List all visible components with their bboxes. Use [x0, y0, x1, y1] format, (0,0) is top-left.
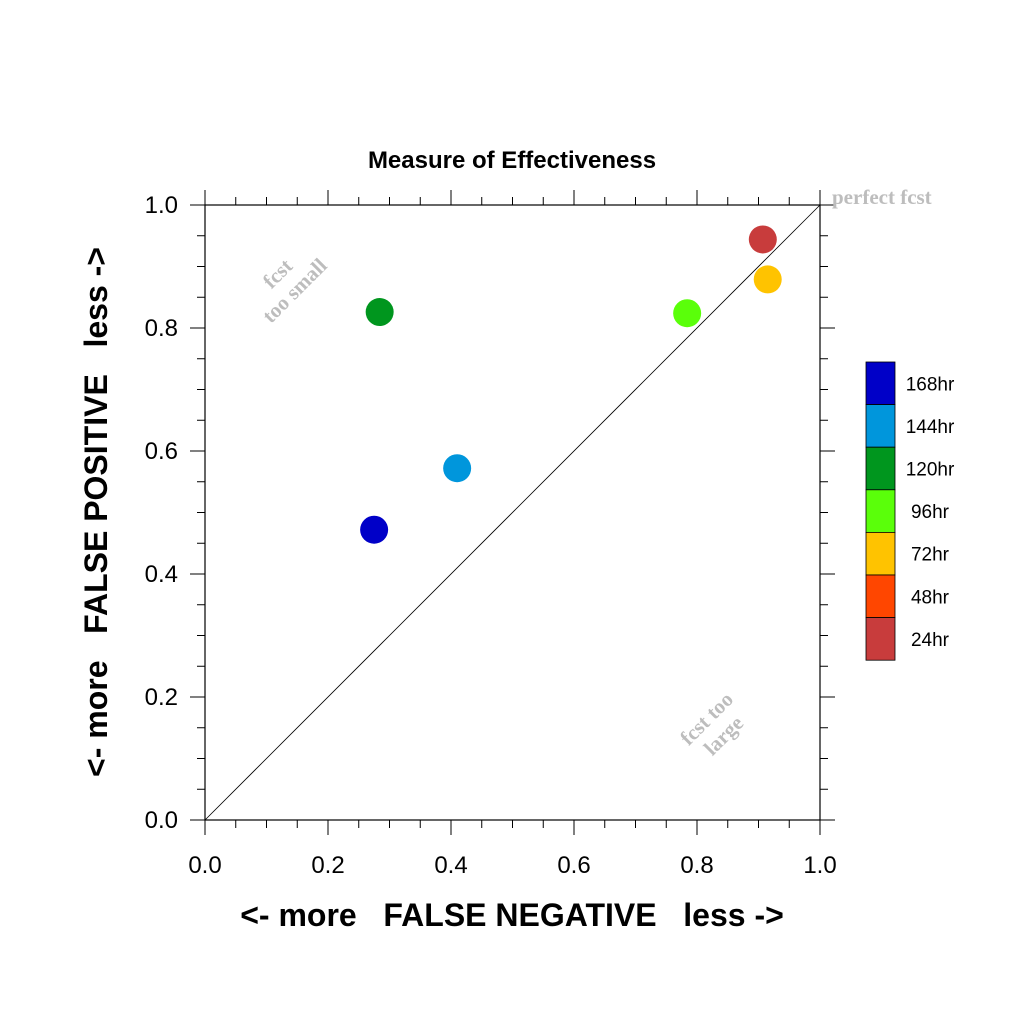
- point-72hr: [753, 265, 782, 294]
- legend-swatch-120hr: [865, 446, 896, 491]
- x-tick-label: 0.4: [434, 852, 467, 879]
- x-tick-label: 0.0: [188, 852, 221, 879]
- x-tick-label: 0.2: [311, 852, 344, 879]
- y-tick-label: 0.8: [145, 315, 178, 342]
- point-144hr: [443, 454, 472, 483]
- legend-label-168hr: 168hr: [906, 374, 955, 395]
- y-tick-label: 0.6: [145, 438, 178, 465]
- legend-swatch-144hr: [865, 404, 896, 448]
- legend-swatch-72hr: [865, 532, 896, 576]
- legend-label-48hr: 48hr: [911, 587, 950, 608]
- y-tick-label: 0.0: [145, 807, 178, 834]
- chart-title: Measure of Effectiveness: [368, 147, 656, 174]
- point-96hr: [673, 299, 702, 328]
- x-tick-label: 1.0: [803, 852, 836, 879]
- legend: 168hr 144hr 120hr 96hr 72hr 48hr 24hr: [865, 361, 955, 661]
- annotation-perfect-fcst: perfect fcst: [832, 185, 932, 209]
- data-points: [360, 225, 782, 544]
- x-tick-labels: 0.0 0.2 0.4 0.6 0.8 1.0: [188, 852, 836, 879]
- point-168hr: [360, 515, 389, 544]
- x-tick-label: 0.6: [557, 852, 590, 879]
- legend-swatch-48hr: [865, 574, 896, 618]
- perfect-forecast-line: [204, 204, 821, 821]
- legend-swatch-24hr: [865, 617, 896, 661]
- legend-label-120hr: 120hr: [906, 460, 955, 481]
- y-tick-labels: 0.0 0.2 0.4 0.6 0.8 1.0: [145, 192, 178, 834]
- point-120hr: [365, 298, 394, 327]
- x-axis-label: <- more FALSE NEGATIVE less ->: [240, 897, 784, 933]
- legend-swatch-96hr: [865, 489, 896, 533]
- y-tick-label: 0.4: [145, 561, 178, 588]
- annotation-too-small: fcst too small: [257, 253, 331, 327]
- plot-frame: [204, 204, 821, 821]
- point-24hr: [748, 225, 777, 254]
- legend-label-72hr: 72hr: [911, 545, 950, 566]
- legend-label-144hr: 144hr: [906, 417, 955, 438]
- legend-swatch-168hr: [865, 361, 896, 405]
- y-axis-label: <- more FALSE POSITIVE less ->: [78, 247, 114, 777]
- y-tick-label: 0.2: [145, 684, 178, 711]
- legend-label-24hr: 24hr: [911, 630, 950, 651]
- y-tick-label: 1.0: [145, 192, 178, 219]
- annotation-too-large: fcst too large: [675, 687, 748, 760]
- legend-label-96hr: 96hr: [911, 502, 950, 523]
- x-tick-label: 0.8: [680, 852, 713, 879]
- minor-ticks: [190, 190, 835, 835]
